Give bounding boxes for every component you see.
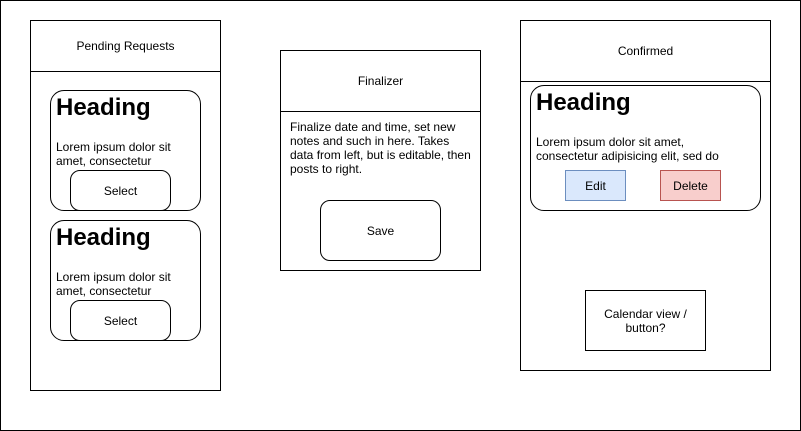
pending-requests-header: Pending Requests [31,21,220,72]
card-text: Lorem ipsum dolor sit amet, consectetur … [536,135,719,163]
card-text: Lorem ipsum dolor sit amet, consectetur [56,270,171,298]
delete-button[interactable]: Delete [660,170,721,201]
finalizer-panel: Finalizer Finalize date and time, set ne… [280,50,481,271]
card-heading: Heading [536,89,631,116]
select-button[interactable]: Select [70,300,171,341]
card-text: Lorem ipsum dolor sit amet, consectetur [56,140,171,168]
select-button[interactable]: Select [70,170,171,211]
card-heading: Heading [56,94,151,121]
pending-requests-title: Pending Requests [76,39,175,53]
finalizer-title: Finalizer [357,74,404,88]
calendar-view-label: Calendar view / button? [604,306,687,335]
save-button[interactable]: Save [320,200,441,261]
calendar-view-button[interactable]: Calendar view / button? [585,290,706,351]
finalizer-header: Finalizer [281,51,480,112]
finalizer-description: Finalize date and time, set new notes an… [290,120,471,176]
card-heading: Heading [56,224,151,251]
confirmed-title: Confirmed [617,44,674,58]
edit-button[interactable]: Edit [565,170,626,201]
confirmed-header: Confirmed [521,21,770,82]
